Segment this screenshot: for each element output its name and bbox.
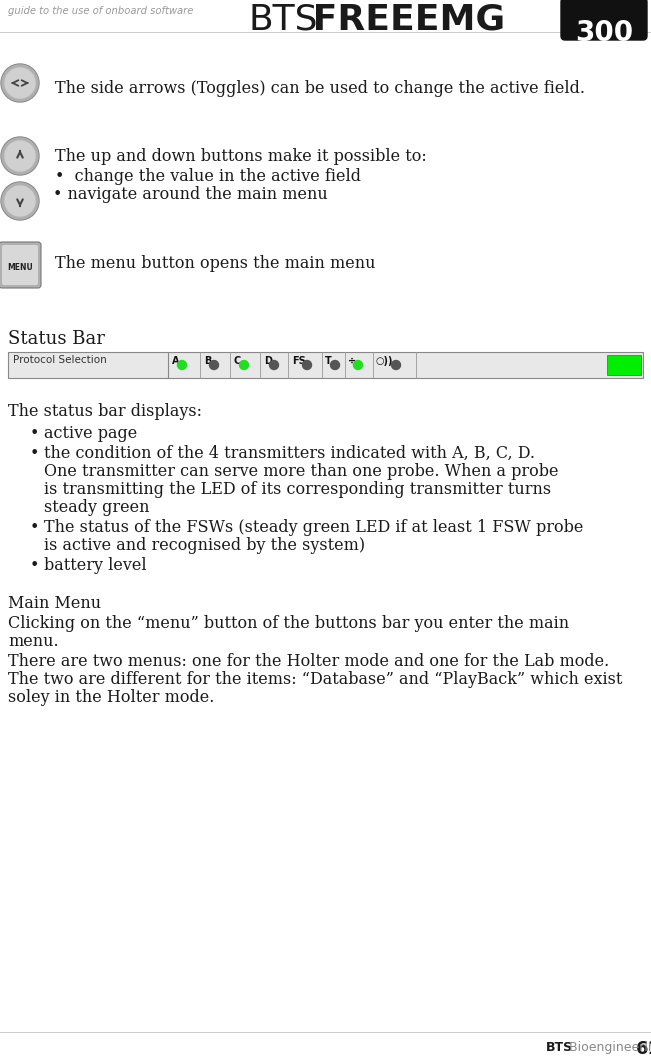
- Text: A: A: [172, 355, 180, 366]
- FancyBboxPatch shape: [2, 245, 38, 285]
- Text: Protocol Selection: Protocol Selection: [13, 355, 107, 365]
- Text: The status of the FSWs (steady green LED if at least 1 FSW probe: The status of the FSWs (steady green LED…: [44, 519, 583, 536]
- Text: is active and recognised by the system): is active and recognised by the system): [44, 537, 365, 554]
- Text: ÷: ÷: [348, 355, 356, 366]
- Circle shape: [2, 183, 38, 219]
- Circle shape: [2, 65, 38, 101]
- Circle shape: [210, 361, 219, 369]
- Text: •: •: [30, 557, 39, 574]
- Circle shape: [1, 136, 39, 175]
- Text: FREEEMG: FREEEMG: [300, 3, 505, 37]
- Text: the condition of the 4 transmitters indicated with A, B, C, D.: the condition of the 4 transmitters indi…: [44, 445, 535, 462]
- Circle shape: [270, 361, 279, 369]
- Circle shape: [5, 141, 35, 171]
- Circle shape: [2, 138, 38, 174]
- Text: The status bar displays:: The status bar displays:: [8, 403, 202, 420]
- Circle shape: [240, 361, 249, 369]
- Circle shape: [5, 68, 35, 98]
- Text: BTS: BTS: [546, 1041, 573, 1054]
- Text: D: D: [264, 355, 272, 366]
- Text: •: •: [30, 519, 39, 536]
- Text: steady green: steady green: [44, 499, 150, 516]
- Circle shape: [5, 186, 35, 216]
- Circle shape: [178, 361, 186, 369]
- Text: •: •: [30, 425, 39, 442]
- Text: ○)): ○)): [376, 355, 393, 366]
- FancyBboxPatch shape: [0, 242, 41, 288]
- Text: menu.: menu.: [8, 633, 59, 650]
- Circle shape: [303, 361, 311, 369]
- Text: guide to the use of onboard software: guide to the use of onboard software: [8, 6, 193, 16]
- Text: T: T: [325, 355, 332, 366]
- Text: One transmitter can serve more than one probe. When a probe: One transmitter can serve more than one …: [44, 463, 559, 480]
- Text: FS: FS: [292, 355, 306, 366]
- Text: • navigate around the main menu: • navigate around the main menu: [53, 186, 327, 203]
- Text: C: C: [234, 355, 242, 366]
- Text: 300: 300: [575, 19, 633, 47]
- Text: BTS: BTS: [248, 3, 318, 37]
- Text: •  change the value in the active field: • change the value in the active field: [55, 168, 361, 185]
- Text: is transmitting the LED of its corresponding transmitter turns: is transmitting the LED of its correspon…: [44, 481, 551, 498]
- Text: active page: active page: [44, 425, 137, 442]
- FancyBboxPatch shape: [561, 0, 647, 40]
- Text: Bioengineering: Bioengineering: [565, 1041, 651, 1054]
- Circle shape: [331, 361, 340, 369]
- Text: Main Menu: Main Menu: [8, 595, 101, 612]
- Circle shape: [1, 182, 39, 220]
- Bar: [8, 352, 643, 378]
- Text: The two are different for the items: “Database” and “PlayBack” which exist: The two are different for the items: “Da…: [8, 671, 622, 688]
- Text: The side arrows (Toggles) can be used to change the active field.: The side arrows (Toggles) can be used to…: [55, 80, 585, 97]
- Text: There are two menus: one for the Holter mode and one for the Lab mode.: There are two menus: one for the Holter …: [8, 653, 609, 670]
- Bar: [607, 355, 641, 375]
- Text: The menu button opens the main menu: The menu button opens the main menu: [55, 255, 376, 272]
- Text: 61: 61: [636, 1040, 651, 1058]
- Text: Clicking on the “menu” button of the buttons bar you enter the main: Clicking on the “menu” button of the but…: [8, 615, 569, 632]
- Text: B: B: [204, 355, 212, 366]
- Text: Status Bar: Status Bar: [8, 330, 105, 348]
- Text: battery level: battery level: [44, 557, 146, 574]
- Text: The up and down buttons make it possible to:: The up and down buttons make it possible…: [55, 148, 427, 165]
- Circle shape: [391, 361, 400, 369]
- Circle shape: [353, 361, 363, 369]
- Text: •: •: [30, 445, 39, 462]
- Text: soley in the Holter mode.: soley in the Holter mode.: [8, 689, 214, 706]
- Text: MENU: MENU: [7, 262, 33, 272]
- Circle shape: [1, 63, 39, 102]
